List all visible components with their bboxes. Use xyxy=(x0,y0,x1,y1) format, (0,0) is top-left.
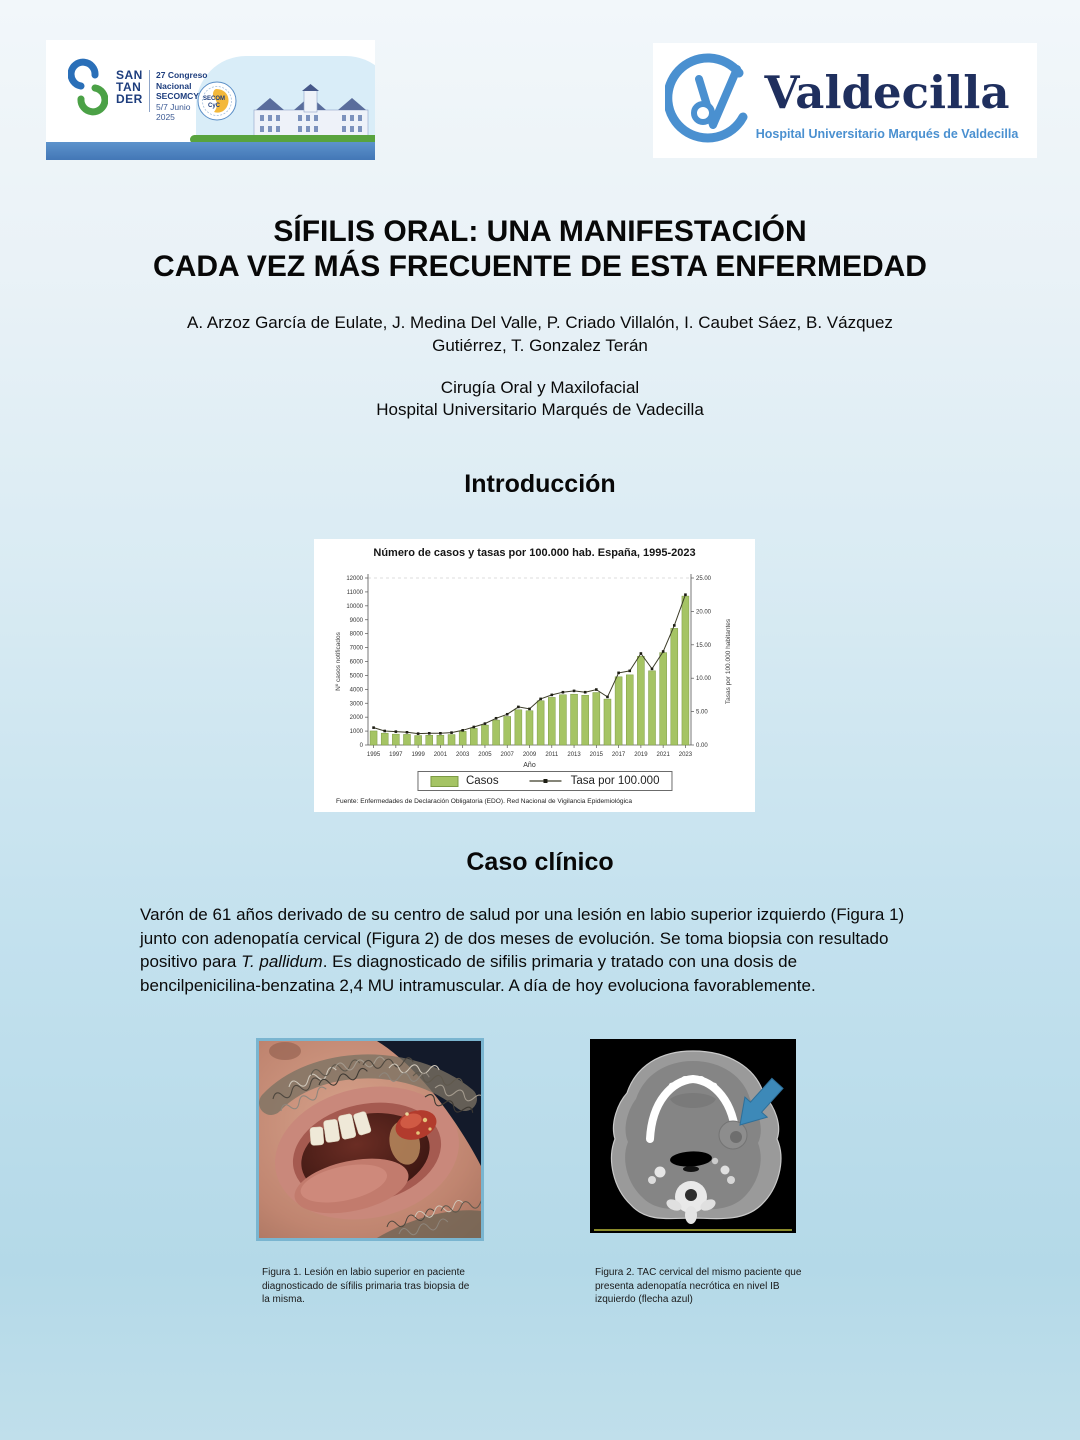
t-pallidum-italic: T. pallidum xyxy=(241,952,323,971)
hospital-subtitle: Hospital Universitario Marqués de Valdec… xyxy=(755,127,1019,141)
congress-city: SAN TAN DER xyxy=(116,68,143,106)
chart-legend: Casos Tasa por 100.000 xyxy=(416,771,673,791)
svg-text:15.00: 15.00 xyxy=(696,643,712,649)
affiliation-hospital: Hospital Universitario Marqués de Vadeci… xyxy=(376,400,704,419)
svg-text:2003: 2003 xyxy=(456,752,470,758)
ct-arrow-icon xyxy=(739,1077,784,1126)
congress-event: 27 Congreso Nacional SECOMCYC 5/7 Junio … xyxy=(156,70,208,122)
chart-canvas: 0 1000 2000 3000 4000 5000 6000 7000 8000 9000 100… xyxy=(335,574,732,769)
introduction-heading: Introducción xyxy=(464,470,616,498)
mouth-lesion-photo xyxy=(256,1038,484,1241)
svg-text:2015: 2015 xyxy=(590,752,604,758)
svg-text:25.00: 25.00 xyxy=(696,576,712,582)
legend-casos-label: Casos xyxy=(465,775,499,787)
svg-text:2011: 2011 xyxy=(545,752,559,758)
adenopathy-region xyxy=(718,1120,748,1150)
svg-text:2001: 2001 xyxy=(434,752,448,758)
svg-text:Tasas por 100.000 habitantes: Tasas por 100.000 habitantes xyxy=(725,618,732,704)
poster-affiliation: Cirugía Oral y Maxilofacial Hospital Uni… xyxy=(140,377,940,421)
poster-title: SÍFILIS ORAL: UNA MANIFESTACIÓN CADA VEZ… xyxy=(0,214,1080,284)
poster-authors: A. Arzoz García de Eulate, J. Medina Del… xyxy=(187,313,893,355)
svg-text:7000: 7000 xyxy=(350,646,364,652)
svg-text:2009: 2009 xyxy=(523,752,537,758)
legend-tasa-label: Tasa por 100.000 xyxy=(570,775,660,787)
svg-text:2017: 2017 xyxy=(612,752,626,758)
epidemiology-chart: Número de casos y tasas por 100.000 hab.… xyxy=(314,539,755,812)
svg-text:20.00: 20.00 xyxy=(696,609,712,615)
svg-text:10000: 10000 xyxy=(346,604,363,610)
svg-text:0.00: 0.00 xyxy=(696,743,708,749)
svg-text:5.00: 5.00 xyxy=(696,710,708,716)
svg-text:1999: 1999 xyxy=(411,752,425,758)
ct-scan-image xyxy=(590,1039,796,1233)
case-heading: Caso clínico xyxy=(466,848,614,876)
svg-text:2005: 2005 xyxy=(478,752,492,758)
secom-badge-icon: SECOM CyC xyxy=(197,81,237,121)
svg-text:2000: 2000 xyxy=(350,715,364,721)
hospital-logo: Valdecilla Hospital Universitario Marqué… xyxy=(653,43,1037,158)
svg-text:2023: 2023 xyxy=(679,752,693,758)
svg-text:0: 0 xyxy=(360,743,364,749)
svg-text:4000: 4000 xyxy=(350,687,364,693)
svg-text:Nº casos notificados: Nº casos notificados xyxy=(335,631,342,690)
svg-text:2013: 2013 xyxy=(567,752,581,758)
svg-text:11000: 11000 xyxy=(347,590,364,596)
affiliation-department: Cirugía Oral y Maxilofacial xyxy=(440,378,640,397)
ct-art xyxy=(590,1039,796,1233)
svg-text:1995: 1995 xyxy=(367,752,381,758)
figure-2-caption: Figura 2. TAC cervical del mismo pacient… xyxy=(595,1267,802,1305)
grass-strip xyxy=(190,135,375,144)
svg-text:5000: 5000 xyxy=(350,673,364,679)
svg-text:2019: 2019 xyxy=(634,752,648,758)
svg-text:2021: 2021 xyxy=(656,752,670,758)
svg-text:8000: 8000 xyxy=(350,632,364,638)
svg-text:Año: Año xyxy=(523,762,536,769)
badge-text-secom: SECOM xyxy=(203,96,225,102)
chart-source: Fuente: Enfermedades de Declaración Obli… xyxy=(336,798,633,805)
svg-text:1997: 1997 xyxy=(389,752,403,758)
svg-text:2007: 2007 xyxy=(501,752,515,758)
poster-title-line1: SÍFILIS ORAL: UNA MANIFESTACIÓN xyxy=(273,215,807,248)
case-paragraph: Varón de 61 años derivado de su centro d… xyxy=(140,905,905,995)
congress-logo: SAN TAN DER 27 Congreso Nacional SECOMCY… xyxy=(46,40,375,160)
svg-text:12000: 12000 xyxy=(346,576,363,582)
mouth-photo-art xyxy=(259,1041,481,1238)
poster-title-line2: CADA VEZ MÁS FRECUENTE DE ESTA ENFERMEDA… xyxy=(153,250,927,283)
figure-1-caption: Figura 1. Lesión en labio superior en pa… xyxy=(262,1267,470,1305)
badge-text-cyc: CyC xyxy=(208,103,221,109)
svg-text:10.00: 10.00 xyxy=(696,676,712,682)
svg-text:1000: 1000 xyxy=(350,729,364,735)
valdecilla-ring-icon xyxy=(665,53,748,143)
legend-tasa-line-icon xyxy=(529,779,562,783)
svg-text:9000: 9000 xyxy=(350,618,364,624)
palace-illustration-icon xyxy=(253,84,369,137)
svg-text:3000: 3000 xyxy=(350,701,364,707)
chart-title: Número de casos y tasas por 100.000 hab.… xyxy=(373,547,696,559)
svg-text:6000: 6000 xyxy=(350,660,364,666)
sea-band xyxy=(46,142,375,160)
vertebra xyxy=(666,1181,716,1224)
santander-s-icon xyxy=(68,58,108,116)
lip-lesion xyxy=(395,1110,437,1140)
hospital-name: Valdecilla xyxy=(764,66,1010,119)
legend-casos-swatch-icon xyxy=(429,775,458,787)
logo-divider xyxy=(149,70,150,112)
